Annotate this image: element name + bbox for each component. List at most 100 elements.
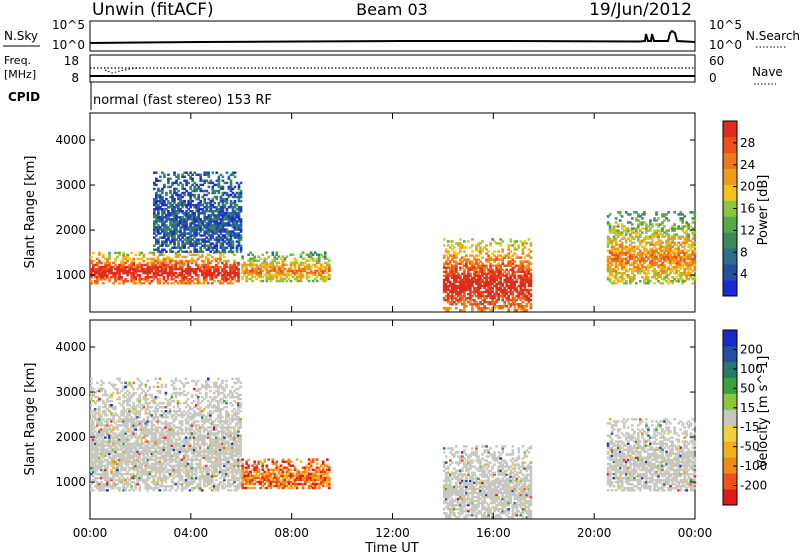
data-cell [513, 296, 517, 300]
data-cell [233, 222, 237, 225]
data-cell [213, 220, 217, 223]
data-cell [163, 228, 166, 231]
data-cell [213, 271, 216, 275]
data-cell [191, 203, 194, 207]
data-cell [136, 387, 140, 391]
data-cell [689, 225, 693, 228]
data-cell [527, 252, 531, 255]
data-cell [633, 227, 636, 230]
data-cell [489, 244, 492, 247]
data-cell [614, 274, 618, 277]
data-cell [138, 265, 142, 269]
data-cell [471, 278, 474, 282]
data-cell [124, 265, 127, 269]
data-cell [275, 261, 279, 265]
data-cell [612, 239, 616, 242]
data-cell [616, 235, 620, 238]
data-cell [122, 253, 125, 257]
data-cell [191, 242, 194, 245]
data-cell [231, 269, 234, 273]
data-cell [233, 228, 237, 231]
data-cell [624, 233, 628, 236]
data-cell [193, 222, 197, 225]
data-cell [203, 214, 207, 217]
data-cell [509, 278, 513, 282]
data-cell [614, 217, 618, 220]
data-cell [98, 397, 101, 401]
data-cell [513, 284, 517, 288]
data-cell [519, 303, 523, 306]
data-cell [529, 307, 533, 310]
data-cell [217, 191, 221, 195]
data-cell [481, 240, 484, 243]
data-cell [301, 257, 305, 260]
data-cell [189, 224, 192, 227]
data-cell [251, 263, 254, 267]
data-cell [247, 273, 250, 277]
data-cell [217, 208, 221, 211]
data-cell [191, 220, 194, 223]
data-cell [451, 282, 454, 286]
data-cell [106, 274, 109, 277]
data-cell [459, 266, 462, 269]
data-cell [138, 261, 142, 265]
data-cell [461, 288, 464, 292]
data-cell [326, 261, 329, 265]
data-cell [181, 226, 184, 229]
data-cell [491, 290, 494, 294]
data-cell [172, 259, 176, 263]
data-cell [124, 257, 127, 261]
data-cell [643, 221, 646, 224]
data-cell [521, 264, 525, 267]
data-cell [189, 240, 192, 243]
data-cell [217, 228, 221, 231]
data-cell [297, 263, 301, 267]
data-cell [493, 303, 496, 306]
data-cell [269, 273, 273, 277]
data-cell [235, 203, 239, 207]
data-cell [100, 276, 103, 279]
data-cell [118, 282, 121, 285]
data-cell [171, 226, 174, 229]
data-cell [157, 240, 160, 243]
data-cell [173, 230, 176, 233]
data-cell [507, 298, 511, 302]
data-cell [231, 224, 235, 227]
data-cell [275, 275, 279, 279]
data-cell [485, 284, 488, 288]
data-cell [157, 206, 160, 209]
data-cell [215, 259, 218, 263]
data-cell [217, 226, 221, 229]
data-cell [475, 303, 478, 306]
data-cell [633, 251, 636, 255]
data-cell [221, 212, 225, 215]
data-cell [98, 261, 101, 265]
data-cell [446, 276, 450, 280]
data-cell [511, 280, 515, 284]
data-cell [251, 269, 254, 273]
data-cell [495, 278, 498, 282]
data-cell [323, 269, 327, 273]
data-cell [477, 262, 480, 265]
data-cell [483, 270, 486, 274]
data-cell [311, 279, 315, 283]
data-cell [179, 230, 182, 233]
data-cell [229, 271, 232, 275]
data-cell [104, 389, 107, 393]
data-cell [523, 278, 527, 282]
data-cell [237, 197, 241, 201]
data-cell [620, 280, 624, 283]
data-cell [444, 288, 448, 292]
data-cell [463, 294, 466, 298]
data-cell [159, 201, 162, 205]
data-cell [213, 269, 216, 273]
data-cell [144, 280, 148, 283]
data-cell [465, 274, 468, 278]
data-cell [249, 257, 252, 260]
data-cell [225, 238, 229, 241]
data-cell [237, 263, 240, 267]
data-cell [647, 229, 650, 232]
data-cell [155, 228, 158, 231]
data-cell [643, 227, 646, 230]
data-cell [207, 259, 210, 263]
